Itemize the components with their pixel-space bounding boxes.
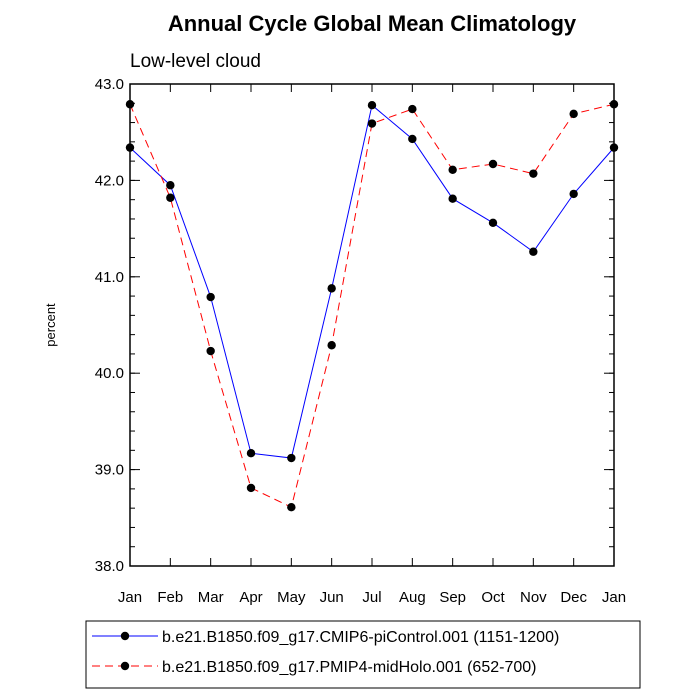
y-tick-label: 42.0 (95, 172, 124, 189)
data-point-series-1 (408, 134, 417, 144)
data-point-series-2 (166, 193, 175, 202)
data-point-series-2 (206, 346, 215, 356)
data-point-series-2 (246, 483, 256, 493)
x-tick-label: Sep (439, 589, 466, 606)
x-tick-label: Mar (198, 589, 224, 606)
data-point-series-2 (367, 119, 377, 128)
data-point-series-1 (327, 284, 336, 293)
chart-title: Annual Cycle Global Mean Climatology (168, 11, 577, 36)
legend-marker-series-1 (120, 631, 130, 641)
data-point-series-2 (448, 165, 457, 174)
y-tick-label: 40.0 (95, 365, 124, 382)
x-tick-label: Oct (481, 589, 505, 606)
legend-label-series-1: b.e21.B1850.f09_g17.CMIP6-piControl.001 … (162, 629, 559, 646)
y-axis-label: percent (43, 303, 58, 347)
data-point-series-2 (488, 159, 498, 169)
y-tick-label: 41.0 (95, 269, 124, 286)
data-point-series-1 (246, 449, 256, 458)
x-tick-label: May (277, 589, 306, 606)
legend-label-series-2: b.e21.B1850.f09_g17.PMIP4-midHolo.001 (6… (162, 659, 536, 676)
data-point-series-1 (569, 189, 578, 199)
data-point-series-1 (448, 194, 457, 203)
data-point-series-2 (327, 341, 336, 350)
x-tick-label: Dec (560, 589, 587, 606)
data-point-series-1 (206, 292, 215, 302)
x-tick-label: Jan (118, 589, 142, 606)
chart-subtitle: Low-level cloud (130, 51, 261, 72)
data-point-series-2 (287, 502, 296, 512)
x-tick-label: Aug (399, 589, 426, 606)
x-tick-label: Jun (320, 589, 344, 606)
series-line-1 (129, 104, 615, 459)
data-point-series-1 (488, 218, 498, 228)
x-tick-label: Apr (239, 589, 262, 606)
series-line-2 (129, 103, 615, 508)
data-point-series-2 (408, 104, 417, 114)
data-point-series-1 (287, 453, 296, 463)
x-tick-label: Nov (520, 589, 547, 606)
data-point-series-2 (569, 109, 578, 119)
y-tick-label: 39.0 (95, 462, 124, 479)
plot-frame (129, 83, 615, 567)
legend: b.e21.B1850.f09_g17.CMIP6-piControl.001 … (85, 620, 641, 689)
x-tick-label: Feb (157, 589, 183, 606)
y-tick-label: 43.0 (95, 76, 124, 93)
data-point-series-1 (529, 247, 538, 256)
plot-area (125, 100, 619, 512)
data-point-series-2 (529, 169, 538, 178)
data-point-series-1 (166, 181, 175, 190)
x-tick-label: Jul (362, 589, 381, 606)
legend-marker-series-2 (120, 661, 130, 671)
y-tick-label: 38.0 (95, 558, 124, 575)
x-tick-label: Jan (602, 589, 626, 606)
legend-box (85, 620, 641, 689)
axis-ticks: Jan Feb Mar Apr May Jun Jul Aug Sep Oct Nov Dec Jan 3… (95, 76, 626, 606)
data-point-series-1 (367, 101, 377, 110)
